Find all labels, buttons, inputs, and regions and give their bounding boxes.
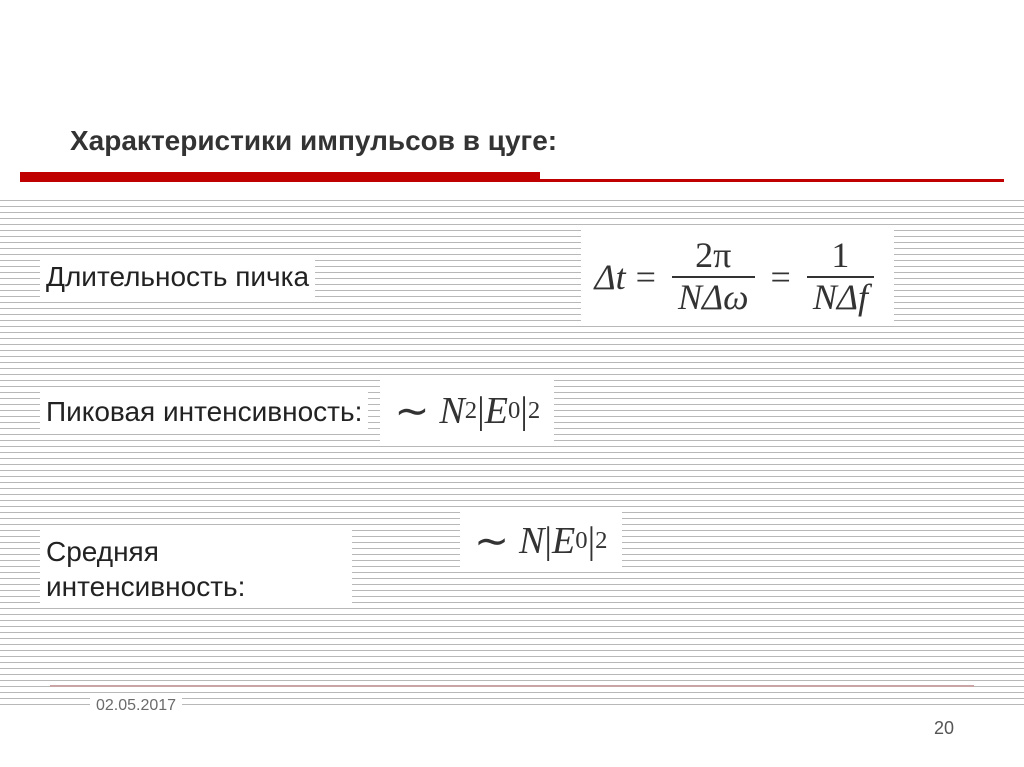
label-avg: Средняя интенсивность: <box>40 530 352 608</box>
delta-t: Δt <box>595 256 626 298</box>
footer-date: 02.05.2017 <box>90 695 182 717</box>
formula-peak: ∼ N2|E0|2 <box>380 380 554 442</box>
title-underline <box>20 172 1004 182</box>
fraction-2: 1 NΔf <box>807 236 874 317</box>
label-peak: Пиковая интенсивность: <box>40 390 368 433</box>
formula-duration: Δt = 2π NΔω = 1 NΔf <box>581 230 894 323</box>
footer-rule <box>50 685 974 687</box>
footer-page-number: 20 <box>934 718 954 739</box>
label-duration: Длительность пичка <box>40 255 315 298</box>
row-peak-intensity: Пиковая интенсивность: ∼ N2|E0|2 <box>40 380 984 442</box>
slide-title: Характеристики импульсов в цуге: <box>70 125 557 157</box>
fraction-1: 2π NΔω <box>672 236 755 317</box>
row-duration: Длительность пичка Δt = 2π NΔω = 1 NΔf <box>40 230 984 323</box>
formula-avg: ∼ N|E0|2 <box>460 510 622 572</box>
row-avg-intensity: Средняя интенсивность: ∼ N|E0|2 <box>40 530 984 608</box>
